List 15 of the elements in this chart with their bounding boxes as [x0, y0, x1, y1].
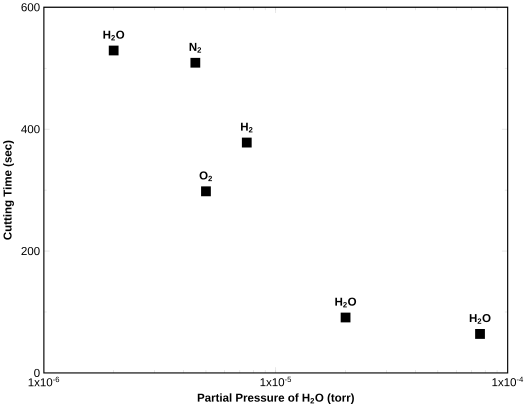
y-tick-label: 600: [22, 3, 40, 12]
y-tick-label: 0: [34, 368, 40, 377]
y-axis-title: Cutting Time (sec): [3, 140, 14, 240]
annotation: H$_{2}$O: [103, 30, 124, 40]
x-tick-label: 1x10$^{-4}$: [492, 376, 524, 386]
annotation: H$_{2}$O: [335, 297, 356, 308]
annotation: N$_{2}$: [190, 42, 202, 52]
x-axis-title: Partial Pressure of H$_{2}$O (torr): [198, 393, 354, 404]
y-tick-label: 200: [21, 246, 40, 255]
x-tick-label: 1x10$^{-6}$: [28, 376, 60, 386]
x-tick-label: 1x10$^{-5}$: [260, 376, 292, 386]
annotation: O$_{2}$: [200, 171, 212, 182]
annotation: H$_{2}$: [241, 122, 253, 132]
y-tick-label: 400: [21, 124, 40, 134]
annotation: H$_{2}$O: [470, 314, 491, 324]
